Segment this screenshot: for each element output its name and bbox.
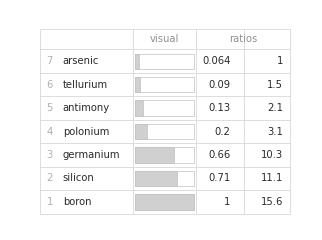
Bar bbox=[135, 194, 194, 210]
Text: 6: 6 bbox=[46, 80, 53, 90]
Text: 4: 4 bbox=[46, 126, 53, 137]
Text: 7: 7 bbox=[46, 56, 53, 66]
Bar bbox=[135, 101, 194, 116]
Bar bbox=[135, 101, 143, 116]
Text: 3: 3 bbox=[46, 150, 53, 160]
Bar bbox=[135, 147, 174, 163]
Text: arsenic: arsenic bbox=[63, 56, 99, 66]
Text: visual: visual bbox=[150, 34, 179, 44]
Text: 0.66: 0.66 bbox=[208, 150, 230, 160]
Text: 0.09: 0.09 bbox=[208, 80, 230, 90]
Text: 3.1: 3.1 bbox=[267, 126, 283, 137]
Text: 10.3: 10.3 bbox=[261, 150, 283, 160]
Text: 0.2: 0.2 bbox=[214, 126, 230, 137]
Text: tellurium: tellurium bbox=[63, 80, 108, 90]
Text: 1.5: 1.5 bbox=[267, 80, 283, 90]
Bar bbox=[135, 54, 194, 69]
Bar bbox=[135, 77, 140, 92]
Text: polonium: polonium bbox=[63, 126, 109, 137]
Text: antimony: antimony bbox=[63, 103, 110, 113]
Bar bbox=[135, 77, 194, 92]
Text: 15.6: 15.6 bbox=[260, 197, 283, 207]
Text: 0.13: 0.13 bbox=[208, 103, 230, 113]
Bar bbox=[135, 194, 194, 210]
Bar bbox=[135, 54, 139, 69]
Text: 2.1: 2.1 bbox=[267, 103, 283, 113]
Bar bbox=[135, 124, 147, 139]
Bar bbox=[135, 171, 194, 186]
Text: 5: 5 bbox=[46, 103, 53, 113]
Text: 1: 1 bbox=[277, 56, 283, 66]
Text: 11.1: 11.1 bbox=[260, 174, 283, 183]
Text: 1: 1 bbox=[46, 197, 53, 207]
Text: silicon: silicon bbox=[63, 174, 94, 183]
Bar bbox=[135, 124, 194, 139]
Text: 0.71: 0.71 bbox=[208, 174, 230, 183]
Bar bbox=[135, 147, 194, 163]
Text: boron: boron bbox=[63, 197, 91, 207]
Bar bbox=[135, 171, 177, 186]
Text: 2: 2 bbox=[46, 174, 53, 183]
Text: germanium: germanium bbox=[63, 150, 120, 160]
Text: 0.064: 0.064 bbox=[202, 56, 230, 66]
Text: 1: 1 bbox=[224, 197, 230, 207]
Text: ratios: ratios bbox=[229, 34, 257, 44]
